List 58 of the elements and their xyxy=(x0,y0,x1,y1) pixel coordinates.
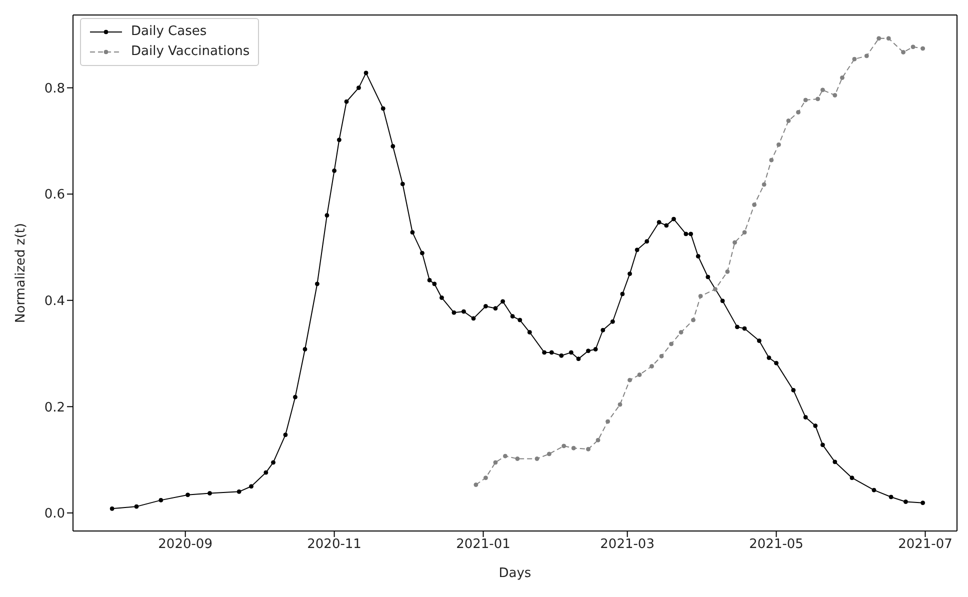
legend-label: Daily Cases xyxy=(131,23,207,41)
point xyxy=(669,342,674,346)
point xyxy=(725,269,730,274)
y-tick-label: 0.8 xyxy=(44,81,65,96)
point xyxy=(618,402,622,407)
point xyxy=(515,456,520,461)
point xyxy=(876,36,882,41)
point xyxy=(562,444,566,448)
point xyxy=(742,230,747,235)
point xyxy=(816,96,820,102)
point xyxy=(864,54,869,58)
point xyxy=(659,354,664,358)
point xyxy=(803,98,808,102)
point xyxy=(852,56,857,62)
point xyxy=(796,110,801,114)
point xyxy=(691,318,696,322)
point xyxy=(493,460,498,465)
legend-label: Daily Vaccinations xyxy=(131,43,250,61)
point xyxy=(637,372,642,378)
point xyxy=(762,182,766,187)
x-tick-label: 2021-07 xyxy=(898,537,952,552)
y-tick-label: 0.0 xyxy=(44,506,65,522)
point xyxy=(832,92,838,98)
x-tick-label: 2021-05 xyxy=(749,537,804,552)
x-tick-label: 2020-09 xyxy=(158,537,212,552)
point xyxy=(786,118,791,123)
x-tick-label: 2021-01 xyxy=(456,537,510,552)
y-tick-label: 0.2 xyxy=(44,400,65,416)
point xyxy=(901,50,906,54)
point xyxy=(769,158,774,162)
point xyxy=(678,330,684,334)
point xyxy=(886,36,891,41)
point xyxy=(483,476,488,480)
point xyxy=(596,438,600,442)
y-tick-label: 0.6 xyxy=(44,188,65,203)
x-tick-label: 2020-11 xyxy=(307,537,362,552)
point xyxy=(474,482,478,488)
point xyxy=(840,75,844,80)
point xyxy=(920,46,926,51)
point xyxy=(752,202,757,207)
point xyxy=(571,446,576,450)
point xyxy=(586,446,591,452)
point xyxy=(910,44,916,50)
x-axis-title: Days xyxy=(498,566,532,581)
y-axis-title: Normalized z(t) xyxy=(14,223,29,323)
point xyxy=(502,454,508,458)
point xyxy=(776,142,781,147)
point xyxy=(732,240,738,245)
point xyxy=(712,286,718,292)
point xyxy=(698,294,703,298)
point xyxy=(546,452,552,456)
point xyxy=(628,378,632,382)
point xyxy=(650,364,654,369)
point xyxy=(820,88,825,92)
y-tick-label: 0.4 xyxy=(44,294,65,309)
point xyxy=(606,419,610,424)
point xyxy=(534,456,540,461)
x-tick-label: 2021-03 xyxy=(600,537,654,552)
